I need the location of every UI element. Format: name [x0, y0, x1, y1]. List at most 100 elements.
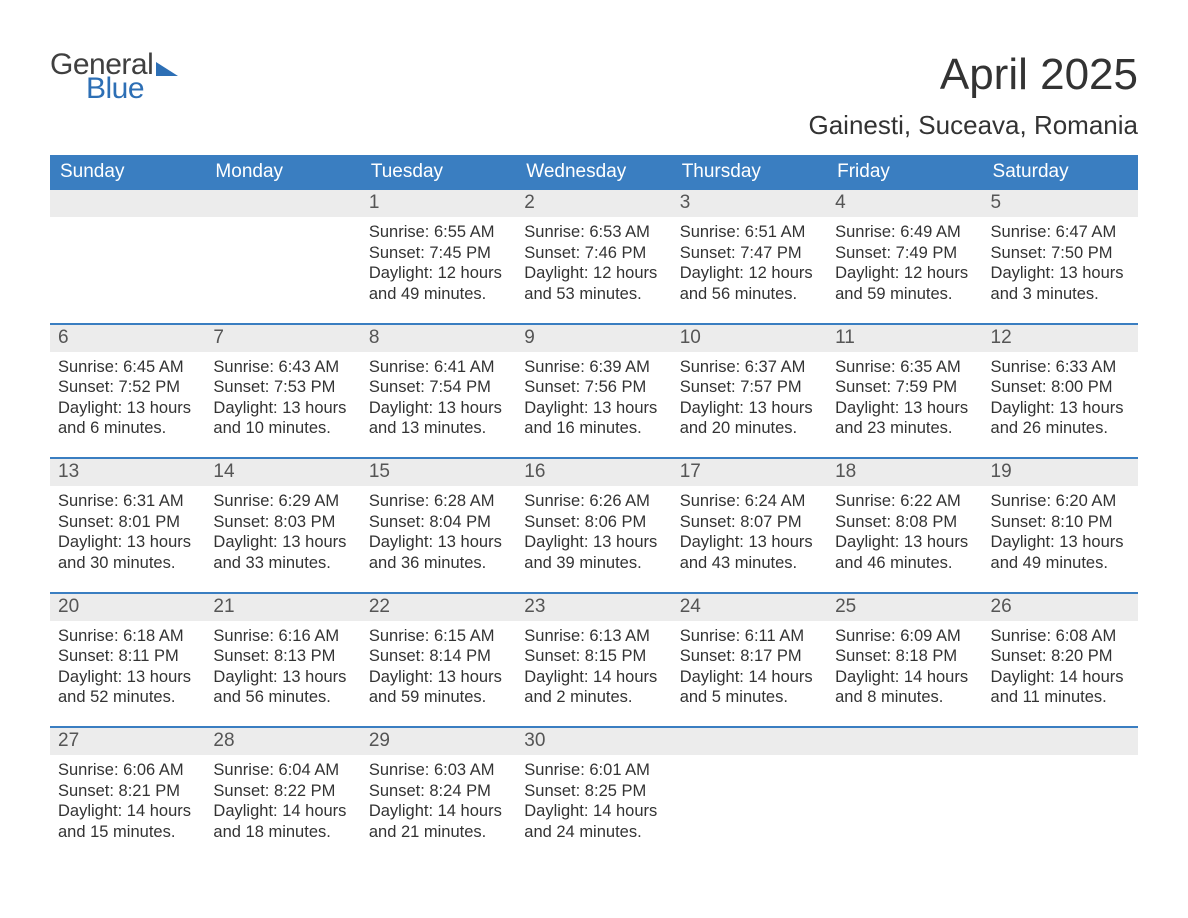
day-details: Sunrise: 6:28 AMSunset: 8:04 PMDaylight:…: [361, 486, 516, 580]
sunrise-text: Sunrise: 6:49 AM: [835, 222, 974, 243]
calendar-day: 23Sunrise: 6:13 AMSunset: 8:15 PMDayligh…: [516, 594, 671, 715]
day-number: 5: [983, 190, 1138, 217]
day-number: [50, 190, 205, 217]
calendar-day: 26Sunrise: 6:08 AMSunset: 8:20 PMDayligh…: [983, 594, 1138, 715]
calendar-day: 7Sunrise: 6:43 AMSunset: 7:53 PMDaylight…: [205, 325, 360, 446]
day-details: Sunrise: 6:06 AMSunset: 8:21 PMDaylight:…: [50, 755, 205, 849]
day-number: 9: [516, 325, 671, 352]
daylight-text: Daylight: 13 hours and 6 minutes.: [58, 398, 197, 439]
calendar-day: 4Sunrise: 6:49 AMSunset: 7:49 PMDaylight…: [827, 190, 982, 311]
sunset-text: Sunset: 8:03 PM: [213, 512, 352, 533]
calendar-day: 9 Sunrise: 6:39 AMSunset: 7:56 PMDaylight…: [516, 325, 671, 446]
calendar-week: 6Sunrise: 6:45 AMSunset: 7:52 PMDaylight…: [50, 323, 1138, 446]
sunset-text: Sunset: 8:17 PM: [680, 646, 819, 667]
day-number: 27: [50, 728, 205, 755]
calendar-day: 6Sunrise: 6:45 AMSunset: 7:52 PMDaylight…: [50, 325, 205, 446]
day-details: Sunrise: 6:29 AMSunset: 8:03 PMDaylight:…: [205, 486, 360, 580]
sunrise-text: Sunrise: 6:18 AM: [58, 626, 197, 647]
location-subtitle: Gainesti, Suceava, Romania: [50, 110, 1138, 141]
sunset-text: Sunset: 8:13 PM: [213, 646, 352, 667]
calendar-day: 25Sunrise: 6:09 AMSunset: 8:18 PMDayligh…: [827, 594, 982, 715]
day-number: 6: [50, 325, 205, 352]
weekday-header: Sunday: [50, 155, 205, 190]
day-number: 12: [983, 325, 1138, 352]
sunrise-text: Sunrise: 6:47 AM: [991, 222, 1130, 243]
sunset-text: Sunset: 8:25 PM: [524, 781, 663, 802]
daylight-text: Daylight: 13 hours and 16 minutes.: [524, 398, 663, 439]
day-number: 23: [516, 594, 671, 621]
daylight-text: Daylight: 13 hours and 30 minutes.: [58, 532, 197, 573]
day-details: Sunrise: 6:45 AMSunset: 7:52 PMDaylight:…: [50, 352, 205, 446]
calendar-day: 28Sunrise: 6:04 AMSunset: 8:22 PMDayligh…: [205, 728, 360, 849]
calendar-day: 16Sunrise: 6:26 AMSunset: 8:06 PMDayligh…: [516, 459, 671, 580]
calendar-week: 27Sunrise: 6:06 AMSunset: 8:21 PMDayligh…: [50, 726, 1138, 849]
daylight-text: Daylight: 13 hours and 10 minutes.: [213, 398, 352, 439]
day-details: Sunrise: 6:03 AMSunset: 8:24 PMDaylight:…: [361, 755, 516, 849]
day-number: 24: [672, 594, 827, 621]
sunrise-text: Sunrise: 6:39 AM: [524, 357, 663, 378]
calendar-day: [983, 728, 1138, 849]
day-details: Sunrise: 6:13 AMSunset: 8:15 PMDaylight:…: [516, 621, 671, 715]
calendar-week: 20Sunrise: 6:18 AMSunset: 8:11 PMDayligh…: [50, 592, 1138, 715]
day-number: 25: [827, 594, 982, 621]
weekday-header-row: Sunday Monday Tuesday Wednesday Thursday…: [50, 155, 1138, 190]
day-details: Sunrise: 6:18 AMSunset: 8:11 PMDaylight:…: [50, 621, 205, 715]
sunrise-text: Sunrise: 6:33 AM: [991, 357, 1130, 378]
daylight-text: Daylight: 14 hours and 21 minutes.: [369, 801, 508, 842]
sunset-text: Sunset: 7:53 PM: [213, 377, 352, 398]
sunrise-text: Sunrise: 6:29 AM: [213, 491, 352, 512]
daylight-text: Daylight: 13 hours and 56 minutes.: [213, 667, 352, 708]
daylight-text: Daylight: 13 hours and 46 minutes.: [835, 532, 974, 573]
sunrise-text: Sunrise: 6:04 AM: [213, 760, 352, 781]
sunrise-text: Sunrise: 6:20 AM: [991, 491, 1130, 512]
daylight-text: Daylight: 12 hours and 56 minutes.: [680, 263, 819, 304]
calendar-day: 18Sunrise: 6:22 AMSunset: 8:08 PMDayligh…: [827, 459, 982, 580]
calendar-day: 10Sunrise: 6:37 AMSunset: 7:57 PMDayligh…: [672, 325, 827, 446]
calendar-day: 8Sunrise: 6:41 AMSunset: 7:54 PMDaylight…: [361, 325, 516, 446]
daylight-text: Daylight: 13 hours and 36 minutes.: [369, 532, 508, 573]
daylight-text: Daylight: 14 hours and 18 minutes.: [213, 801, 352, 842]
sunset-text: Sunset: 7:45 PM: [369, 243, 508, 264]
calendar-day: [50, 190, 205, 311]
day-number: 22: [361, 594, 516, 621]
day-number: 7: [205, 325, 360, 352]
calendar-day: 3Sunrise: 6:51 AMSunset: 7:47 PMDaylight…: [672, 190, 827, 311]
daylight-text: Daylight: 14 hours and 15 minutes.: [58, 801, 197, 842]
sunset-text: Sunset: 7:50 PM: [991, 243, 1130, 264]
calendar-day: 14Sunrise: 6:29 AMSunset: 8:03 PMDayligh…: [205, 459, 360, 580]
sunset-text: Sunset: 8:04 PM: [369, 512, 508, 533]
sunrise-text: Sunrise: 6:35 AM: [835, 357, 974, 378]
day-number: [827, 728, 982, 755]
day-details: Sunrise: 6:15 AMSunset: 8:14 PMDaylight:…: [361, 621, 516, 715]
daylight-text: Daylight: 12 hours and 59 minutes.: [835, 263, 974, 304]
sunrise-text: Sunrise: 6:31 AM: [58, 491, 197, 512]
day-number: 21: [205, 594, 360, 621]
day-number: 8: [361, 325, 516, 352]
daylight-text: Daylight: 13 hours and 20 minutes.: [680, 398, 819, 439]
weekday-header: Friday: [827, 155, 982, 190]
sunrise-text: Sunrise: 6:22 AM: [835, 491, 974, 512]
day-details: Sunrise: 6:49 AMSunset: 7:49 PMDaylight:…: [827, 217, 982, 311]
day-number: 18: [827, 459, 982, 486]
calendar-day: 11Sunrise: 6:35 AMSunset: 7:59 PMDayligh…: [827, 325, 982, 446]
sunrise-text: Sunrise: 6:01 AM: [524, 760, 663, 781]
day-number: 30: [516, 728, 671, 755]
sunrise-text: Sunrise: 6:45 AM: [58, 357, 197, 378]
weekday-header: Monday: [205, 155, 360, 190]
sunset-text: Sunset: 7:46 PM: [524, 243, 663, 264]
day-details: Sunrise: 6:11 AMSunset: 8:17 PMDaylight:…: [672, 621, 827, 715]
daylight-text: Daylight: 14 hours and 8 minutes.: [835, 667, 974, 708]
daylight-text: Daylight: 13 hours and 49 minutes.: [991, 532, 1130, 573]
sunset-text: Sunset: 7:56 PM: [524, 377, 663, 398]
sunset-text: Sunset: 8:06 PM: [524, 512, 663, 533]
day-number: 15: [361, 459, 516, 486]
weekday-header: Thursday: [672, 155, 827, 190]
day-details: Sunrise: 6:04 AMSunset: 8:22 PMDaylight:…: [205, 755, 360, 849]
daylight-text: Daylight: 13 hours and 3 minutes.: [991, 263, 1130, 304]
calendar-day: 19Sunrise: 6:20 AMSunset: 8:10 PMDayligh…: [983, 459, 1138, 580]
sunset-text: Sunset: 8:10 PM: [991, 512, 1130, 533]
day-details: Sunrise: 6:01 AMSunset: 8:25 PMDaylight:…: [516, 755, 671, 849]
day-number: 29: [361, 728, 516, 755]
day-details: Sunrise: 6:33 AMSunset: 8:00 PMDaylight:…: [983, 352, 1138, 446]
daylight-text: Daylight: 12 hours and 49 minutes.: [369, 263, 508, 304]
